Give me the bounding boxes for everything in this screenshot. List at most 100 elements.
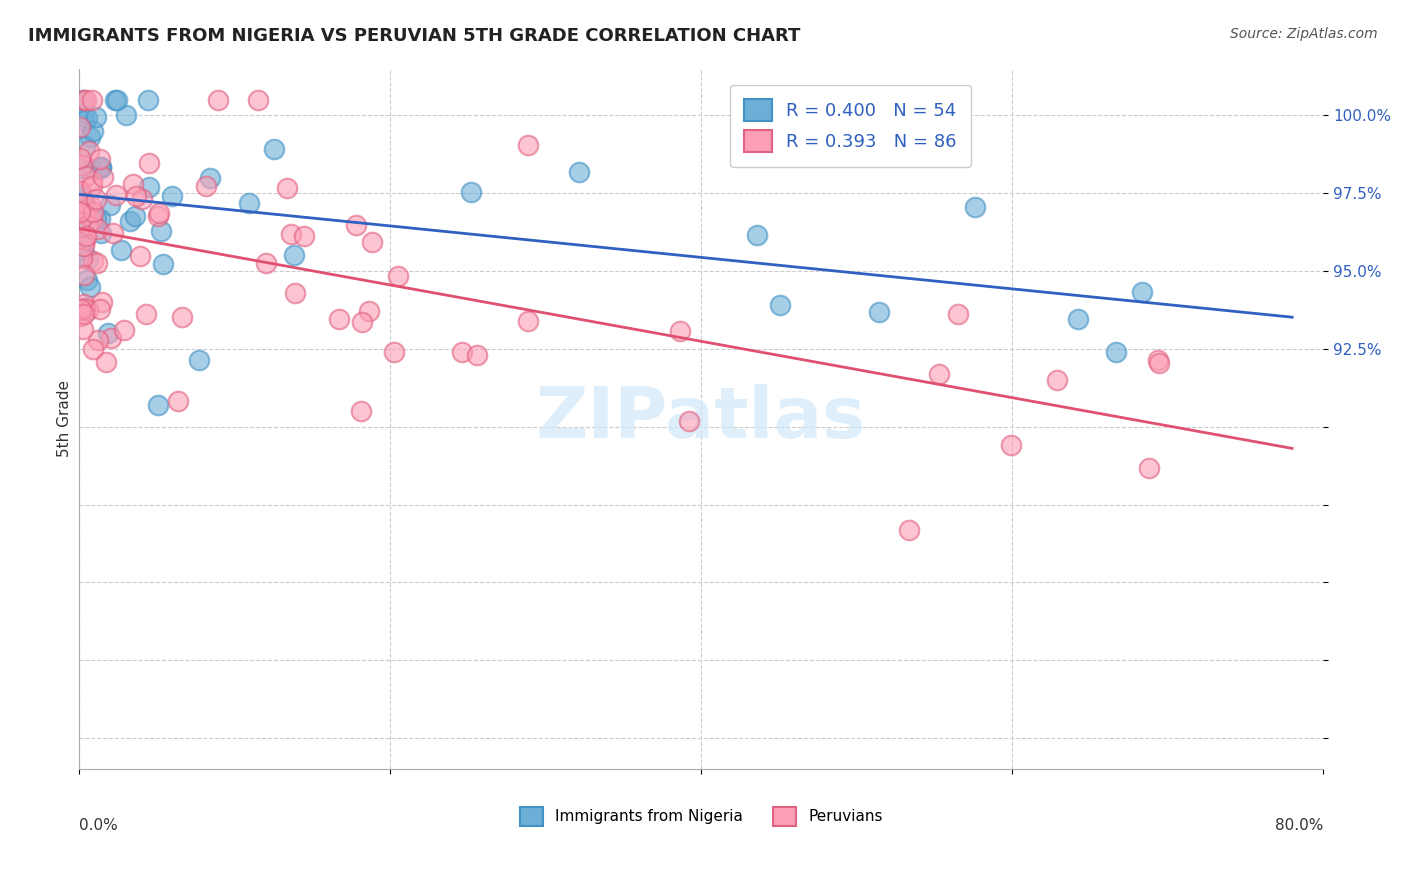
Point (115, 108, 138, 122)
Point (118, 214, 141, 228)
Point (131, 192, 153, 206)
Point (72, 93, 94, 107)
Point (747, 228, 769, 243)
Point (384, 345, 406, 359)
Point (82, 174, 104, 188)
Point (105, 93, 128, 107)
Point (73, 239, 96, 253)
Point (72, 201, 94, 215)
Point (75, 93, 97, 107)
Point (276, 181, 298, 195)
Point (517, 137, 540, 152)
Point (73, 268, 96, 283)
Point (669, 324, 692, 338)
Point (328, 312, 350, 326)
Point (451, 345, 474, 359)
Point (75, 169, 97, 184)
Point (172, 310, 194, 324)
Point (86, 256, 108, 270)
Point (125, 188, 148, 202)
Point (965, 201, 987, 215)
Point (897, 524, 920, 538)
Point (73, 297, 96, 311)
Point (75, 229, 97, 244)
Text: ZIPatlas: ZIPatlas (536, 384, 866, 453)
Point (1046, 373, 1069, 387)
Point (76, 202, 98, 216)
Point (94, 355, 117, 369)
Point (73, 196, 96, 211)
Point (79, 280, 101, 294)
Point (87, 333, 110, 347)
Point (152, 257, 174, 271)
Point (82, 343, 104, 357)
Point (138, 179, 160, 194)
Point (77, 145, 100, 159)
Point (82, 161, 104, 176)
Point (350, 403, 373, 417)
Point (112, 323, 135, 337)
Point (129, 249, 152, 263)
Point (1137, 461, 1160, 475)
Point (946, 307, 969, 321)
Point (89, 160, 111, 174)
Point (79, 129, 101, 144)
Point (80, 179, 103, 194)
Point (769, 297, 792, 311)
Point (1000, 438, 1022, 452)
Point (928, 367, 950, 381)
Point (87, 222, 110, 236)
Point (69, 161, 91, 175)
Point (93, 169, 115, 184)
Point (516, 313, 538, 327)
Point (73, 106, 96, 120)
Point (868, 305, 890, 319)
Point (283, 248, 305, 262)
Point (76, 218, 98, 232)
Point (254, 256, 277, 270)
Point (263, 142, 285, 156)
Point (292, 228, 315, 243)
Point (104, 187, 127, 202)
Point (69, 309, 91, 323)
Point (76, 303, 98, 318)
Point (280, 227, 302, 241)
Point (89, 152, 111, 166)
Point (72, 322, 94, 336)
Point (82, 124, 104, 138)
Point (138, 93, 160, 107)
Point (90, 161, 112, 176)
Point (149, 224, 172, 238)
Point (100, 331, 122, 345)
Point (90, 226, 112, 240)
Point (121, 178, 143, 192)
Point (194, 178, 217, 193)
Point (110, 243, 132, 257)
Point (135, 307, 157, 321)
Point (1146, 352, 1168, 367)
Point (80, 213, 103, 227)
Point (167, 394, 190, 409)
Point (76, 252, 98, 267)
Point (361, 235, 384, 250)
Point (1147, 356, 1170, 370)
Point (678, 414, 700, 428)
Point (238, 195, 260, 210)
Point (90, 160, 112, 174)
Point (148, 205, 170, 219)
Point (138, 155, 160, 169)
Point (359, 303, 381, 318)
Point (70, 301, 93, 316)
Point (90, 295, 112, 310)
Point (73, 307, 96, 321)
Point (352, 315, 374, 329)
Point (86, 211, 108, 226)
Point (82, 205, 104, 219)
Point (69, 189, 91, 203)
Point (69, 184, 91, 198)
Point (84, 110, 107, 124)
Point (124, 209, 146, 223)
Text: Source: ZipAtlas.com: Source: ZipAtlas.com (1230, 27, 1378, 41)
Point (387, 269, 409, 284)
Point (188, 352, 211, 367)
